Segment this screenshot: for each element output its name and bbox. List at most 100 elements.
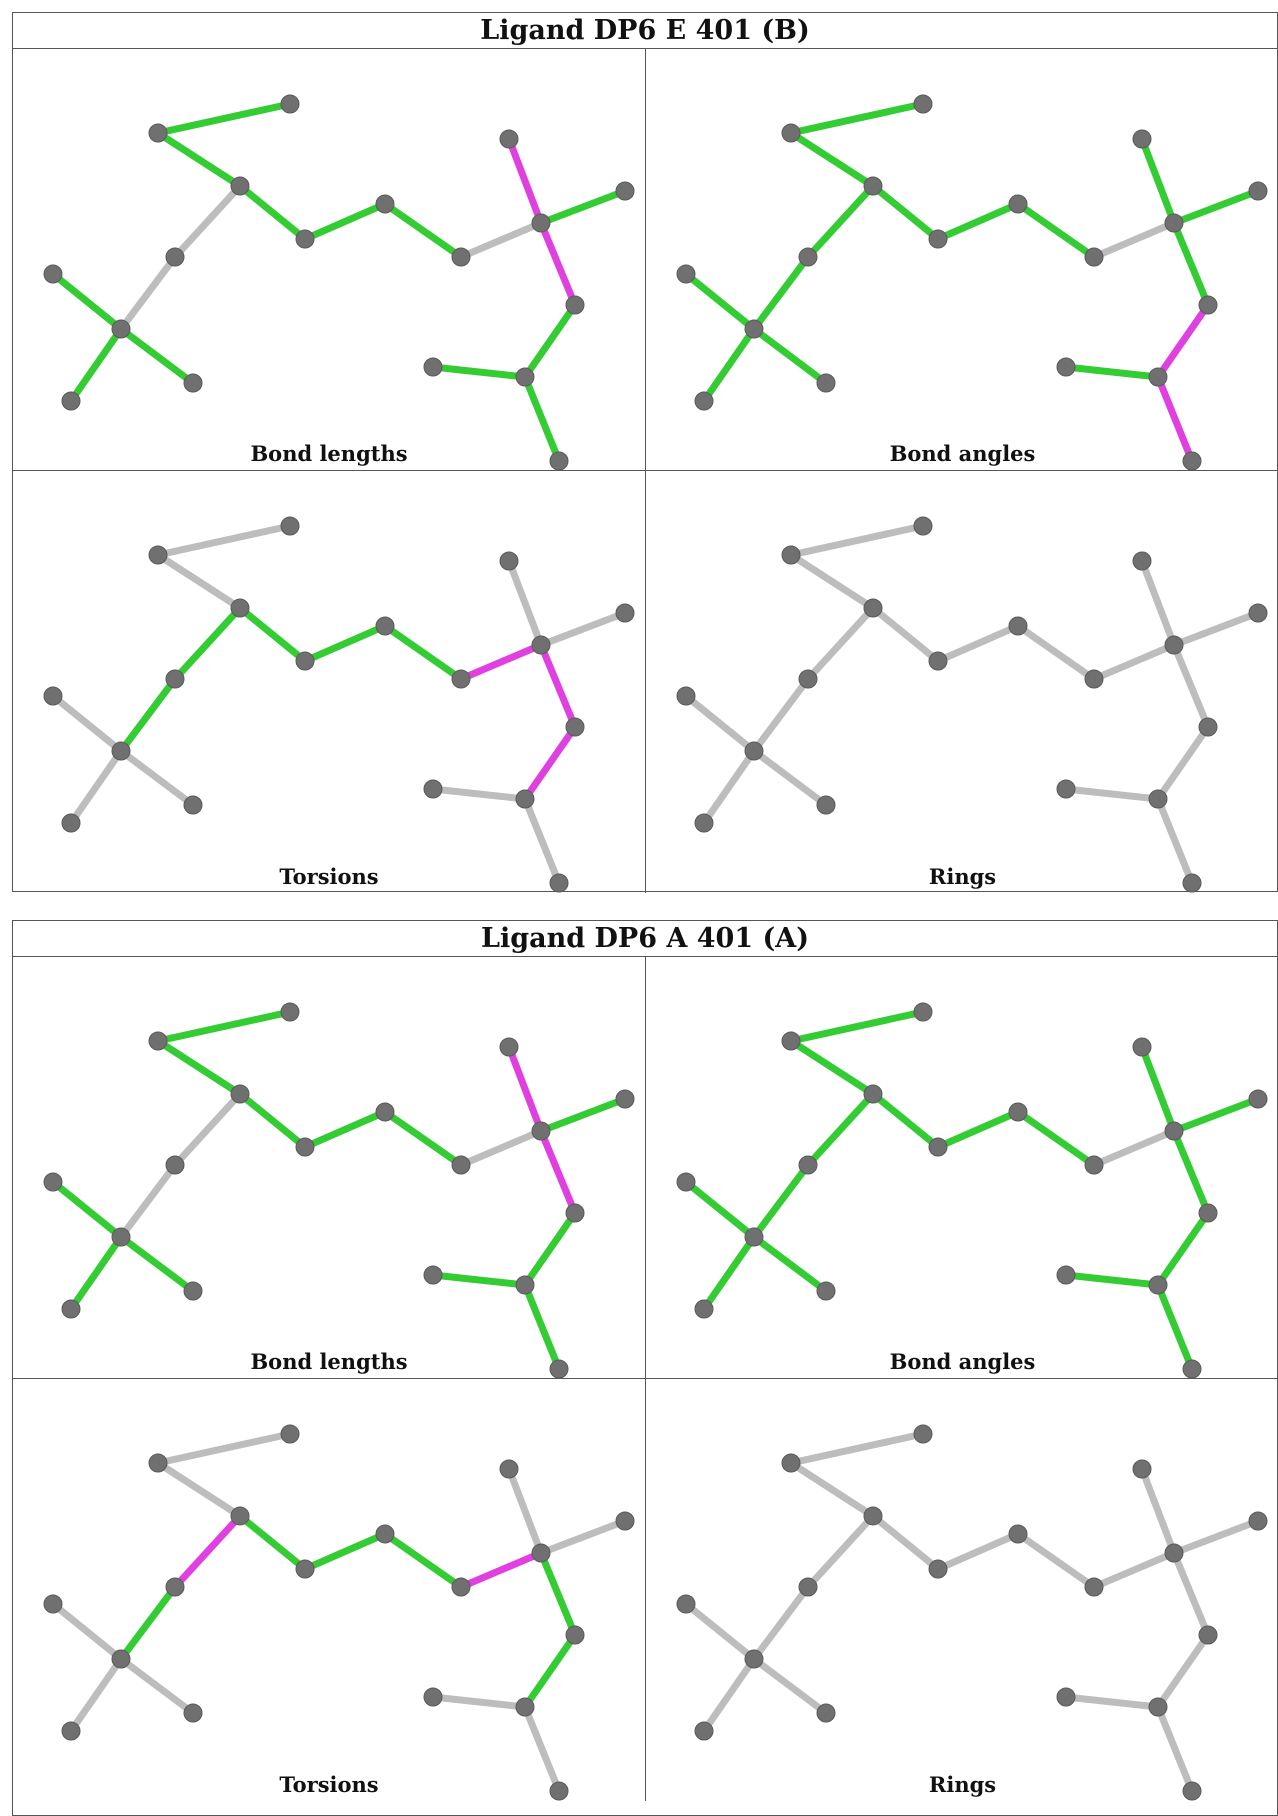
molecule-diagram	[676, 516, 1268, 893]
atom	[744, 741, 764, 761]
bond-gray	[1090, 219, 1178, 261]
atom	[1148, 1275, 1168, 1295]
panel-caption: Torsions	[279, 1772, 379, 1797]
atom	[798, 247, 818, 267]
atom	[1084, 669, 1104, 689]
atom	[375, 194, 395, 214]
molecule-diagram	[676, 1424, 1268, 1801]
atom	[451, 1577, 471, 1597]
atom	[781, 1453, 801, 1473]
atom	[1164, 635, 1184, 655]
bond-gray	[1090, 641, 1178, 683]
bond-green	[429, 1271, 529, 1289]
atom	[280, 1002, 300, 1022]
atom	[1148, 1697, 1168, 1717]
bond-green	[869, 182, 942, 243]
bond-green	[1138, 135, 1178, 227]
bond-gray	[154, 1459, 244, 1520]
panel-bond-angles: Bond angles	[646, 49, 1278, 471]
panel-bond-angles: Bond angles	[646, 957, 1278, 1379]
atom	[295, 651, 315, 671]
atom	[1248, 1089, 1268, 1109]
atom	[1008, 194, 1028, 214]
panel-bond-lengths: Bond lengths	[13, 957, 646, 1379]
bond-green	[787, 1037, 877, 1098]
bond-gray	[1154, 1703, 1196, 1795]
panel-caption: Bond lengths	[250, 1349, 408, 1374]
atom	[515, 789, 535, 809]
bond-gray	[787, 1459, 877, 1520]
bond-green	[869, 1090, 942, 1151]
bond-green	[236, 1512, 309, 1573]
atom	[1248, 1511, 1268, 1531]
atom	[549, 1781, 569, 1801]
bond-green	[429, 363, 529, 381]
bond-green	[537, 1549, 579, 1639]
atom	[148, 1031, 168, 1051]
bond-gray	[1170, 609, 1262, 649]
atom	[1008, 1524, 1028, 1544]
atom	[694, 391, 714, 411]
atom	[863, 598, 883, 618]
atom	[531, 213, 551, 233]
atom	[744, 1227, 764, 1247]
bond-gray	[429, 785, 529, 803]
atom	[1056, 779, 1076, 799]
bond-green	[1014, 1108, 1098, 1169]
bond-gray	[171, 1090, 244, 1169]
bond-green	[787, 1008, 927, 1045]
atom	[451, 247, 471, 267]
bond-gray	[700, 747, 758, 827]
bond-gray	[537, 1517, 629, 1557]
atom	[549, 1359, 569, 1379]
bond-gray	[117, 1161, 179, 1241]
atom	[230, 1506, 250, 1526]
atom	[43, 264, 63, 284]
atom	[43, 1594, 63, 1614]
bond-magenta	[457, 641, 545, 683]
bond-gray	[117, 747, 197, 809]
atom	[1182, 1359, 1202, 1379]
atom	[423, 779, 443, 799]
atom	[1182, 873, 1202, 893]
atom	[165, 247, 185, 267]
atom	[744, 1649, 764, 1669]
atom	[863, 1506, 883, 1526]
atom	[781, 1031, 801, 1051]
panel-rings: Rings	[646, 471, 1278, 893]
bond-magenta	[521, 723, 579, 803]
bond-green	[750, 1233, 830, 1295]
atom	[565, 295, 585, 315]
bond-green	[1170, 187, 1262, 227]
atom	[615, 603, 635, 623]
atom	[515, 367, 535, 387]
bond-gray	[1154, 1631, 1212, 1711]
bond-gray	[750, 1583, 812, 1663]
bond-gray	[49, 1600, 125, 1663]
atom	[1132, 129, 1152, 149]
bond-gray	[1014, 622, 1098, 683]
atom	[165, 1155, 185, 1175]
atom	[1164, 213, 1184, 233]
bond-green	[301, 622, 389, 665]
bond-magenta	[537, 219, 579, 309]
bond-gray	[1090, 1127, 1178, 1169]
atom	[1056, 1265, 1076, 1285]
bond-green	[700, 1233, 758, 1313]
bond-gray	[1062, 785, 1162, 803]
bond-green	[301, 1108, 389, 1151]
atom	[676, 264, 696, 284]
panel-caption: Bond angles	[889, 441, 1036, 466]
panel-caption: Rings	[928, 864, 997, 889]
bond-gray	[1170, 1517, 1262, 1557]
atom	[1084, 1577, 1104, 1597]
atom	[280, 1424, 300, 1444]
atom	[615, 1089, 635, 1109]
atom	[148, 1453, 168, 1473]
bond-green	[236, 1090, 309, 1151]
molecule-diagram	[676, 1002, 1268, 1379]
bond-magenta	[537, 641, 579, 731]
ligand-title: Ligand DP6 A 401 (A)	[13, 921, 1277, 957]
bond-green	[521, 1631, 579, 1711]
atom	[928, 229, 948, 249]
